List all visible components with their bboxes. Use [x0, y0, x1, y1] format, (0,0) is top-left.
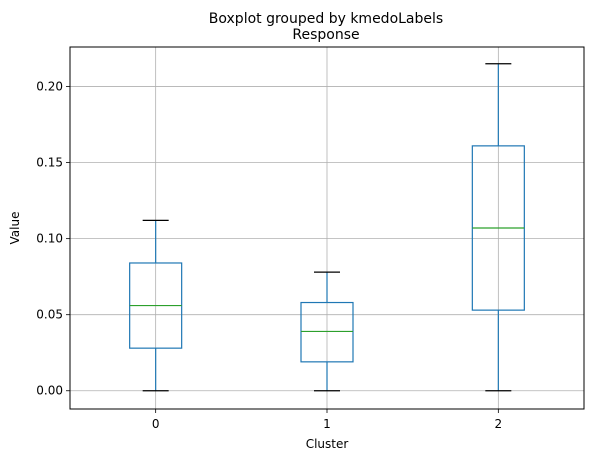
x-axis-ticks: 0 1 2	[152, 409, 502, 431]
y-tick-label: 0.20	[36, 80, 63, 94]
x-tick-label: 1	[323, 417, 331, 431]
y-axis-ticks: 0.00 0.05 0.10 0.15 0.20	[36, 80, 70, 398]
y-tick-label: 0.05	[36, 308, 63, 322]
y-tick-label: 0.15	[36, 156, 63, 170]
chart-title: Response	[292, 27, 359, 43]
y-tick-label: 0.00	[36, 384, 63, 398]
y-tick-label: 0.10	[36, 232, 63, 246]
y-axis-label: Value	[8, 212, 22, 245]
x-axis-label: Cluster	[306, 437, 349, 451]
box-series	[129, 63, 525, 392]
x-tick-label: 2	[495, 417, 503, 431]
x-tick-label: 0	[152, 417, 160, 431]
box-iqr	[300, 301, 354, 363]
chart-suptitle: Boxplot grouped by kmedoLabels	[209, 11, 443, 27]
